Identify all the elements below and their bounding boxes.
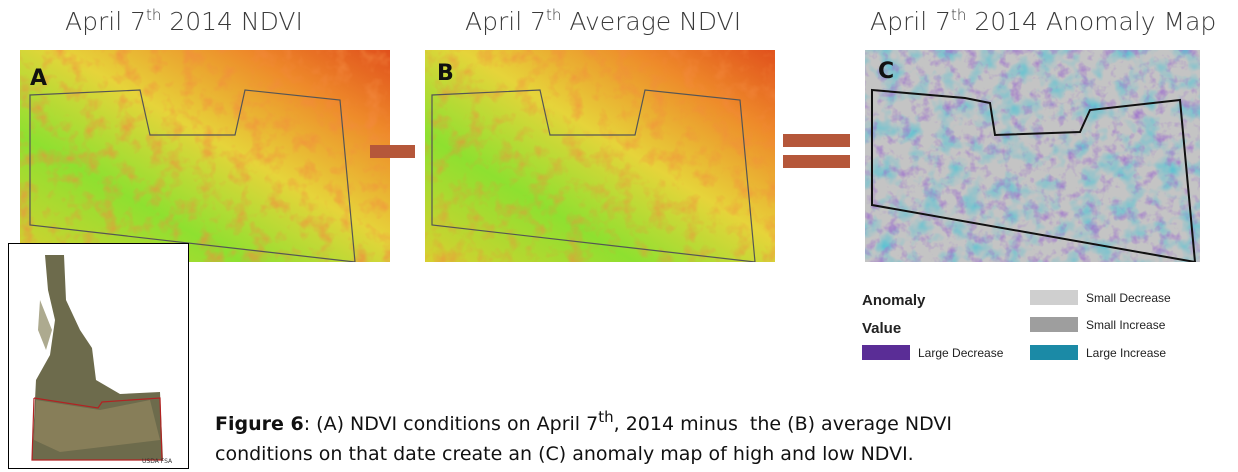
figure: USDA FSA April 7th 2014 NDVIAApril 7th A… bbox=[0, 0, 1238, 472]
inset-credit: USDA FSA bbox=[142, 458, 173, 465]
title-sup: th bbox=[546, 6, 561, 24]
legend-title: Value bbox=[862, 320, 901, 337]
caption-label: Figure 6 bbox=[215, 413, 304, 435]
inset-map: USDA FSA bbox=[9, 244, 189, 469]
panel-title: April 7th Average NDVI bbox=[465, 6, 741, 36]
caption-text: , 2014 minus the (B) average NDVI bbox=[614, 413, 952, 435]
title-sup: th bbox=[146, 6, 161, 24]
title-sup: th bbox=[951, 6, 966, 24]
title-text: 2014 NDVI bbox=[161, 7, 303, 36]
legend-label: Large Decrease bbox=[918, 346, 1004, 360]
title-text: April 7 bbox=[465, 7, 546, 36]
legend-swatch bbox=[1030, 317, 1078, 332]
legend-swatch bbox=[1030, 345, 1078, 360]
caption-text: : (A) NDVI conditions on April 7 bbox=[304, 413, 599, 435]
panel-title: April 7th 2014 Anomaly Map bbox=[870, 6, 1216, 36]
equals-sign-top bbox=[783, 134, 850, 147]
legend-label: Large Increase bbox=[1086, 346, 1166, 360]
legend-label: Small Decrease bbox=[1086, 291, 1171, 305]
anomaly-map bbox=[865, 50, 1200, 262]
minus-sign bbox=[370, 145, 415, 158]
title-text: April 7 bbox=[870, 7, 951, 36]
panel-letter: B bbox=[437, 61, 454, 86]
panel-letter: A bbox=[30, 66, 47, 91]
caption-line: conditions on that date create an (C) an… bbox=[215, 443, 914, 465]
ndvi-map-b bbox=[425, 50, 775, 262]
title-text: April 7 bbox=[65, 7, 146, 36]
legend-title: Anomaly bbox=[862, 292, 926, 309]
title-text: Average NDVI bbox=[561, 7, 741, 36]
title-text: 2014 Anomaly Map bbox=[966, 7, 1216, 36]
legend-swatch bbox=[1030, 290, 1078, 305]
caption-line: Figure 6: (A) NDVI conditions on April 7… bbox=[215, 408, 952, 435]
panel-letter: C bbox=[878, 59, 894, 84]
panel-title: April 7th 2014 NDVI bbox=[65, 6, 303, 36]
legend-label: Small Increase bbox=[1086, 318, 1166, 332]
ndvi-map-a bbox=[20, 50, 390, 262]
equals-sign-bottom bbox=[783, 155, 850, 168]
legend-swatch bbox=[862, 345, 910, 360]
caption-sup: th bbox=[598, 408, 613, 426]
